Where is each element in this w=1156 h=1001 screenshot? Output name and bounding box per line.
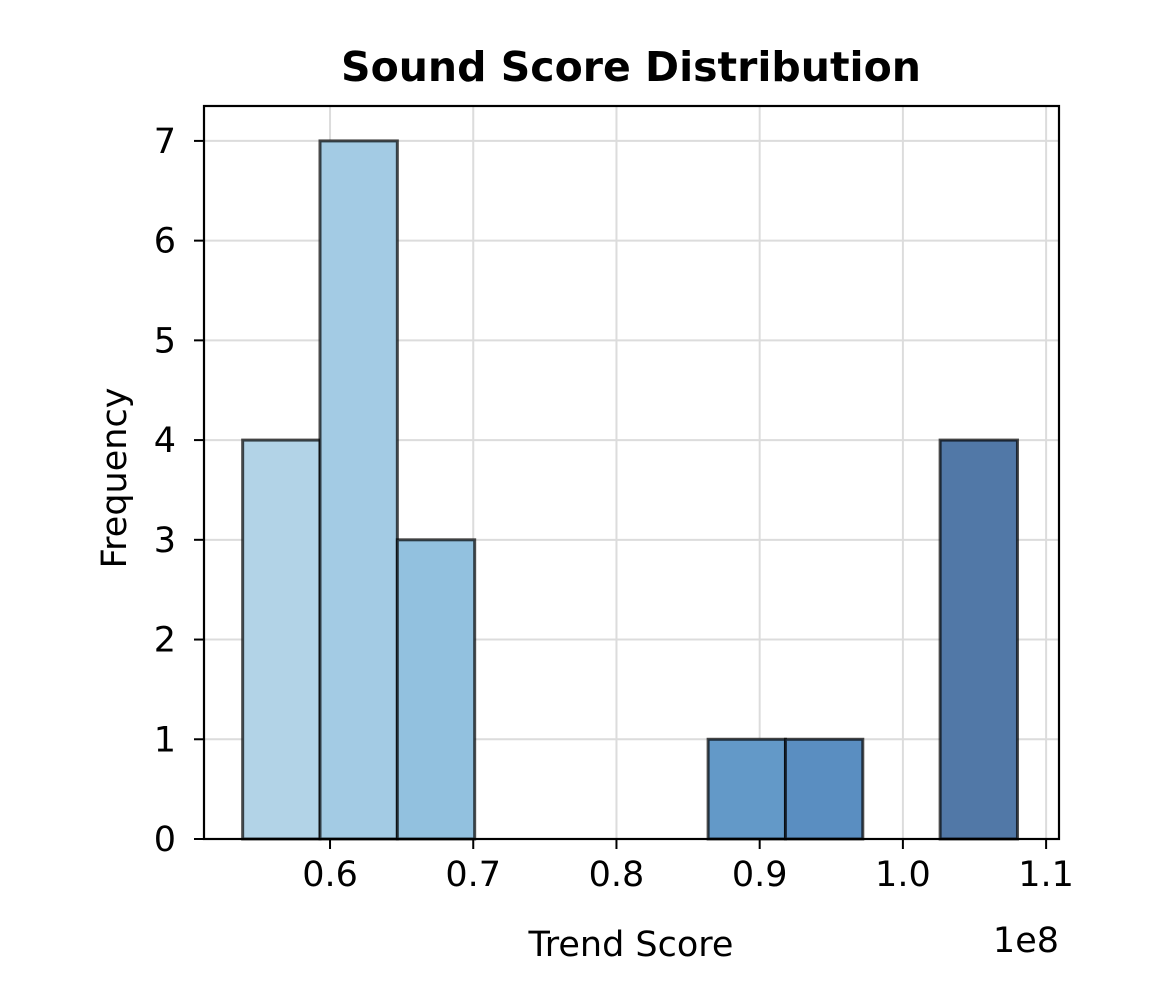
y-tick-label-1: 1	[154, 720, 176, 760]
histogram-bars	[241, 139, 1019, 841]
histogram-bar-2	[395, 538, 477, 841]
histogram-bar-0	[241, 438, 322, 841]
y-tick-label-0: 0	[154, 820, 176, 860]
histogram-bar-6	[706, 737, 787, 841]
x-tick-label-1: 0.7	[445, 855, 501, 895]
y-tick-label-3: 3	[154, 521, 176, 561]
plot-frame	[202, 104, 1061, 841]
x-tick-label-0: 0.6	[302, 855, 358, 895]
x-tick-label-3: 0.9	[732, 855, 788, 895]
x-tick-label-4: 1.0	[875, 855, 931, 895]
y-tick-label-7: 7	[154, 122, 176, 162]
y-tick-label-6: 6	[154, 222, 176, 262]
y-tick-label-5: 5	[154, 321, 176, 361]
histogram-bar-1	[318, 139, 399, 841]
x-axis-label: Trend Score	[528, 925, 734, 965]
y-axis-label: Frequency	[95, 388, 135, 569]
histogram-bar-9	[938, 438, 1019, 841]
x-tick-label-2: 0.8	[589, 855, 645, 895]
y-tick-label-4: 4	[154, 421, 176, 461]
y-tick-label-2: 2	[154, 621, 176, 661]
histogram-bar-7	[783, 737, 865, 841]
x-axis-offset-label: 1e8	[993, 921, 1059, 961]
chart-title: Sound Score Distribution	[341, 43, 921, 91]
x-tick-label-5: 1.1	[1018, 855, 1074, 895]
axis-ticks: 0.6 0.7 0.8 0.9 1.0 1.1 0 1 2 3 4 5 6 7	[154, 122, 1074, 895]
